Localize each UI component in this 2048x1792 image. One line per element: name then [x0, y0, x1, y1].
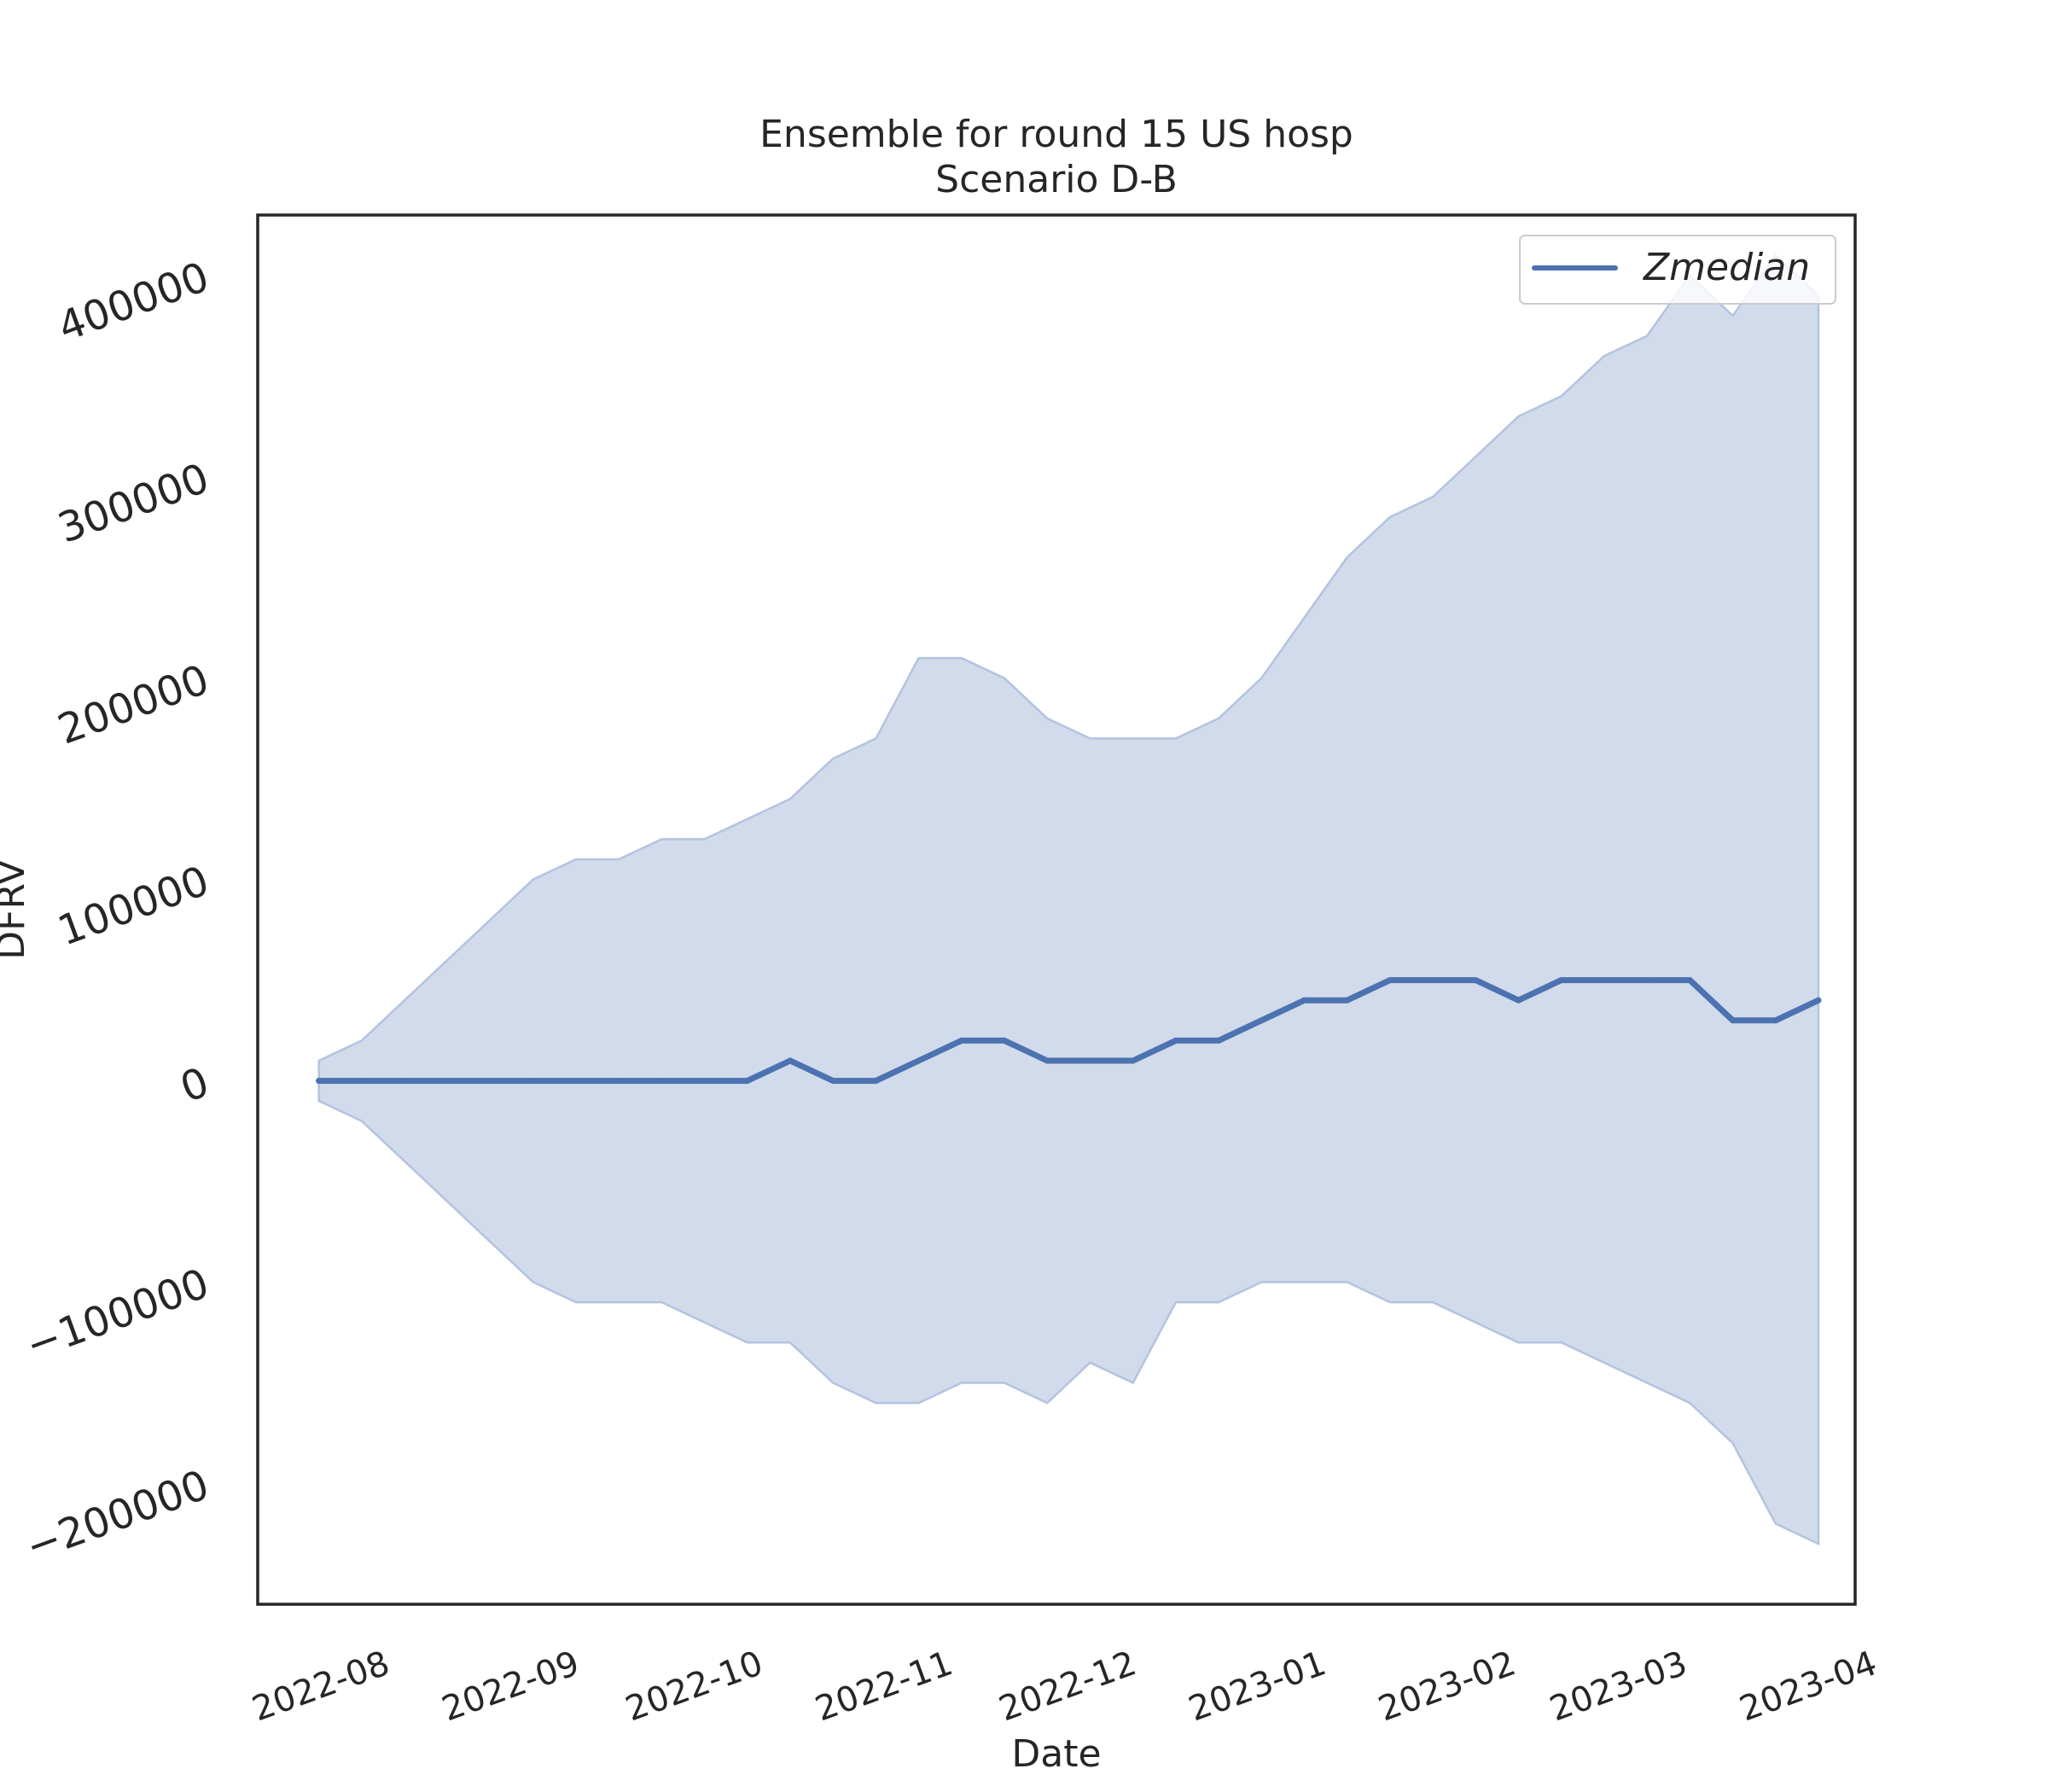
chart-subtitle: Scenario D-B: [935, 158, 1178, 201]
median-line: [316, 977, 1822, 1085]
median-point: [1516, 997, 1522, 1004]
median-point: [1429, 977, 1436, 984]
median-point: [701, 1078, 708, 1085]
y-tick-label: 200000: [52, 655, 215, 753]
median-point: [358, 1078, 365, 1085]
y-tick-label: −200000: [20, 1461, 215, 1571]
median-point: [615, 1078, 622, 1085]
x-tick-label: 2023-01: [1184, 1644, 1331, 1729]
median-point: [1730, 1017, 1737, 1024]
legend: Zmedian: [1519, 235, 1836, 305]
median-point: [872, 1078, 879, 1085]
uncertainty-band: [317, 253, 1820, 1546]
median-point: [573, 1078, 579, 1085]
median-point: [1086, 1057, 1093, 1064]
legend-label: Zmedian: [1643, 246, 1810, 289]
x-axis: 2022-08 2022-09 2022-10 2022-11 2022-12 2023-…: [247, 1644, 1882, 1729]
median-point: [1772, 1017, 1779, 1024]
y-axis-label: DFRV: [0, 859, 33, 959]
x-tick-label: 2022-12: [994, 1644, 1142, 1729]
x-tick-label: 2023-03: [1545, 1644, 1692, 1729]
median-point: [958, 1037, 965, 1044]
median-point: [316, 1078, 323, 1085]
x-tick-label: 2022-10: [620, 1644, 768, 1729]
y-tick-label: 300000: [52, 454, 215, 552]
median-point: [1300, 997, 1307, 1004]
median-point: [1558, 977, 1565, 984]
median-point: [1172, 1037, 1179, 1044]
median-point: [1686, 977, 1693, 984]
plot-area: [316, 253, 1822, 1546]
y-tick-label: 400000: [52, 253, 215, 351]
x-tick-label: 2022-08: [247, 1644, 395, 1729]
median-point: [1001, 1037, 1008, 1044]
median-point: [1258, 1017, 1265, 1024]
y-axis: −200000 −100000 0 100000 200000 300000 400000: [20, 253, 215, 1571]
median-point: [829, 1078, 836, 1085]
median-point: [1472, 977, 1479, 984]
median-point: [787, 1057, 794, 1064]
median-point: [1215, 1037, 1222, 1044]
median-point: [444, 1078, 451, 1085]
median-point: [744, 1078, 751, 1085]
median-point: [916, 1057, 922, 1064]
median-point: [487, 1078, 494, 1085]
y-tick-label: 0: [174, 1058, 215, 1112]
median-point: [530, 1078, 537, 1085]
x-axis-label: Date: [1011, 1732, 1101, 1776]
median-point: [1344, 997, 1351, 1004]
y-tick-label: 100000: [52, 857, 215, 955]
median-point: [1130, 1057, 1137, 1064]
legend-box: [1519, 235, 1836, 305]
x-tick-label: 2023-02: [1373, 1644, 1521, 1729]
median-point: [401, 1078, 408, 1085]
median-point: [658, 1078, 665, 1085]
median-point: [1644, 977, 1650, 984]
median-point: [1601, 977, 1608, 984]
x-tick-label: 2022-11: [811, 1644, 958, 1729]
y-tick-label: −100000: [20, 1260, 215, 1370]
median-point: [1815, 997, 1822, 1004]
median-point: [1044, 1057, 1050, 1064]
x-tick-label: 2022-09: [437, 1644, 585, 1729]
median-point: [1387, 977, 1393, 984]
chart-title: Ensemble for round 15 US hosp: [759, 113, 1353, 156]
x-tick-label: 2023-04: [1735, 1644, 1882, 1729]
plot-frame: [256, 213, 1857, 1606]
